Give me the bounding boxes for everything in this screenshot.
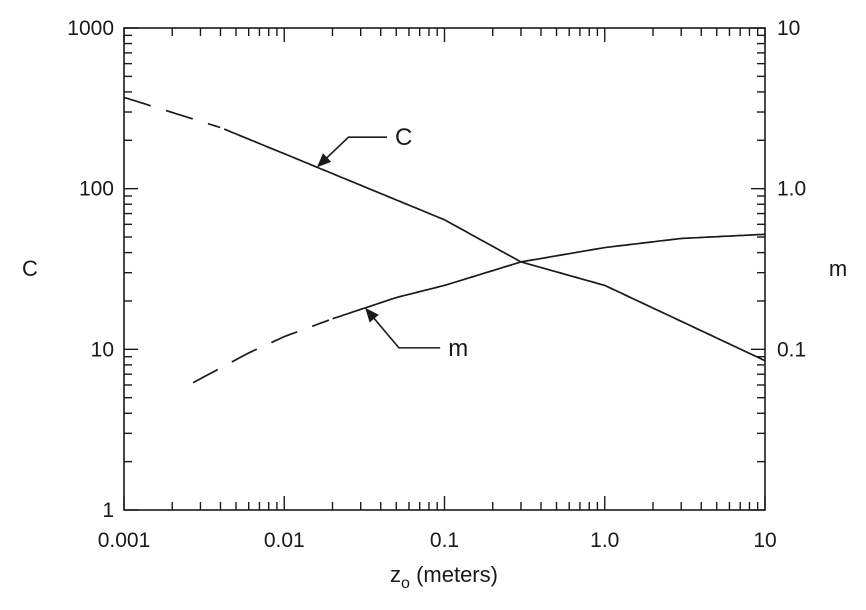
x-tick-label: 0.1 bbox=[430, 529, 459, 552]
annotation-label-m: m bbox=[448, 335, 468, 362]
annotation-arrowhead-m bbox=[365, 307, 379, 323]
curve-annotations: Cm bbox=[316, 124, 468, 362]
y-tick-label: 10 bbox=[91, 338, 114, 361]
y2-tick-label: 0.1 bbox=[777, 338, 806, 361]
tick-labels: 0.001 0.01 0.1 1.0 10 1 10 100 1000 0.1 1.0 10 bbox=[67, 17, 806, 552]
x-tick-label: 10 bbox=[753, 529, 776, 552]
y2-tick-label: 1.0 bbox=[777, 178, 806, 201]
y2-tick-label: 10 bbox=[777, 17, 800, 40]
y-tick-label: 100 bbox=[79, 178, 114, 201]
series-m-line bbox=[332, 233, 766, 320]
x-axis-title-subscript: o bbox=[401, 575, 410, 592]
x-axis-title-rest: (meters) bbox=[410, 562, 498, 587]
annotation-arrowhead-C bbox=[316, 153, 332, 168]
y-axis-title: C bbox=[22, 256, 38, 281]
annotation-leader-C bbox=[322, 136, 387, 163]
annotation-label-C: C bbox=[395, 124, 412, 151]
x-axis-title-main: z bbox=[390, 562, 401, 587]
series-C-dashed bbox=[123, 96, 221, 129]
y-tick-label: 1 bbox=[102, 499, 114, 522]
tick-marks bbox=[123, 27, 766, 511]
x-tick-label: 1.0 bbox=[590, 529, 619, 552]
annotation-leader-m bbox=[370, 314, 441, 349]
plot-frame bbox=[123, 27, 766, 511]
series-C-line bbox=[223, 128, 766, 362]
x-axis-title: zo (meters) bbox=[390, 562, 498, 592]
y-tick-label: 1000 bbox=[67, 17, 114, 40]
series-m-dashed bbox=[192, 319, 330, 384]
y2-axis-title: m bbox=[829, 256, 847, 281]
x-tick-label: 0.001 bbox=[98, 529, 151, 552]
x-tick-label: 0.01 bbox=[264, 529, 305, 552]
series-lines bbox=[123, 96, 766, 384]
